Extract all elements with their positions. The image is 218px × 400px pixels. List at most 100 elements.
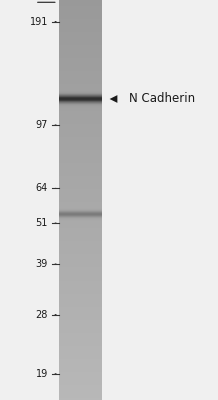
Bar bbox=[59, 200, 102, 201]
Bar bbox=[59, 123, 102, 124]
Bar bbox=[59, 292, 102, 293]
Bar bbox=[59, 210, 102, 211]
Bar bbox=[59, 173, 102, 174]
Bar bbox=[59, 38, 102, 39]
Bar bbox=[59, 306, 102, 307]
Bar bbox=[59, 73, 102, 74]
Bar bbox=[59, 393, 102, 394]
Bar bbox=[59, 247, 102, 248]
Bar bbox=[59, 369, 102, 370]
Bar bbox=[59, 176, 102, 177]
Bar bbox=[59, 297, 102, 298]
Bar bbox=[59, 119, 102, 120]
Bar bbox=[59, 216, 102, 217]
Bar bbox=[59, 332, 102, 333]
Bar bbox=[59, 56, 102, 57]
Bar bbox=[59, 107, 102, 108]
Bar bbox=[59, 113, 102, 114]
Bar bbox=[59, 232, 102, 233]
Bar bbox=[59, 24, 102, 25]
Bar bbox=[59, 322, 102, 323]
Bar bbox=[59, 249, 102, 250]
Bar bbox=[59, 265, 102, 266]
Bar bbox=[59, 51, 102, 52]
Bar bbox=[59, 320, 102, 321]
Bar bbox=[59, 220, 102, 221]
Text: 97: 97 bbox=[36, 120, 48, 130]
Bar bbox=[59, 273, 102, 274]
Bar bbox=[59, 81, 102, 82]
Bar bbox=[59, 142, 102, 143]
Bar bbox=[59, 358, 102, 359]
Text: N Cadherin: N Cadherin bbox=[129, 92, 195, 106]
Bar bbox=[59, 39, 102, 40]
Bar bbox=[59, 130, 102, 131]
Bar bbox=[59, 153, 102, 154]
Bar bbox=[59, 395, 102, 396]
Bar bbox=[59, 117, 102, 118]
Bar bbox=[59, 307, 102, 308]
Bar bbox=[59, 356, 102, 357]
Bar bbox=[59, 82, 102, 83]
Bar bbox=[59, 364, 102, 365]
Bar bbox=[59, 359, 102, 360]
Bar bbox=[59, 251, 102, 252]
Bar bbox=[59, 36, 102, 37]
Bar bbox=[59, 370, 102, 371]
Bar bbox=[59, 231, 102, 232]
Bar bbox=[59, 350, 102, 351]
Bar bbox=[59, 392, 102, 393]
Bar bbox=[59, 233, 102, 234]
Bar bbox=[59, 152, 102, 153]
Bar bbox=[59, 398, 102, 399]
Bar bbox=[59, 47, 102, 48]
Bar bbox=[59, 14, 102, 15]
Bar bbox=[59, 25, 102, 26]
Bar bbox=[59, 271, 102, 272]
Bar bbox=[59, 95, 102, 96]
Bar bbox=[59, 256, 102, 257]
Bar bbox=[59, 213, 102, 214]
Bar bbox=[59, 50, 102, 51]
Bar bbox=[59, 190, 102, 191]
Bar bbox=[59, 218, 102, 219]
Bar bbox=[59, 115, 102, 116]
Bar bbox=[59, 158, 102, 159]
Bar bbox=[59, 124, 102, 125]
Bar bbox=[59, 354, 102, 355]
Bar bbox=[59, 334, 102, 335]
Bar bbox=[59, 110, 102, 111]
Bar bbox=[59, 282, 102, 283]
Bar bbox=[59, 230, 102, 231]
Bar bbox=[59, 250, 102, 251]
Bar bbox=[59, 289, 102, 290]
Bar bbox=[59, 357, 102, 358]
Bar bbox=[59, 349, 102, 350]
Bar bbox=[59, 212, 102, 213]
Bar bbox=[59, 343, 102, 344]
Bar bbox=[59, 321, 102, 322]
Bar bbox=[59, 67, 102, 68]
Bar bbox=[59, 93, 102, 94]
Bar bbox=[59, 318, 102, 319]
Bar bbox=[59, 261, 102, 262]
Bar bbox=[59, 377, 102, 378]
Bar bbox=[59, 137, 102, 138]
Bar bbox=[59, 187, 102, 188]
Bar bbox=[59, 375, 102, 376]
Bar bbox=[59, 31, 102, 32]
Bar bbox=[59, 382, 102, 383]
Bar bbox=[59, 234, 102, 235]
Bar bbox=[59, 268, 102, 269]
Bar bbox=[59, 94, 102, 95]
Bar bbox=[59, 285, 102, 286]
Bar bbox=[59, 166, 102, 167]
Bar bbox=[59, 186, 102, 187]
Bar bbox=[59, 381, 102, 382]
Bar bbox=[59, 312, 102, 313]
Bar bbox=[59, 68, 102, 69]
Bar bbox=[59, 345, 102, 346]
Bar bbox=[59, 111, 102, 112]
Bar bbox=[59, 352, 102, 353]
Bar bbox=[59, 18, 102, 19]
